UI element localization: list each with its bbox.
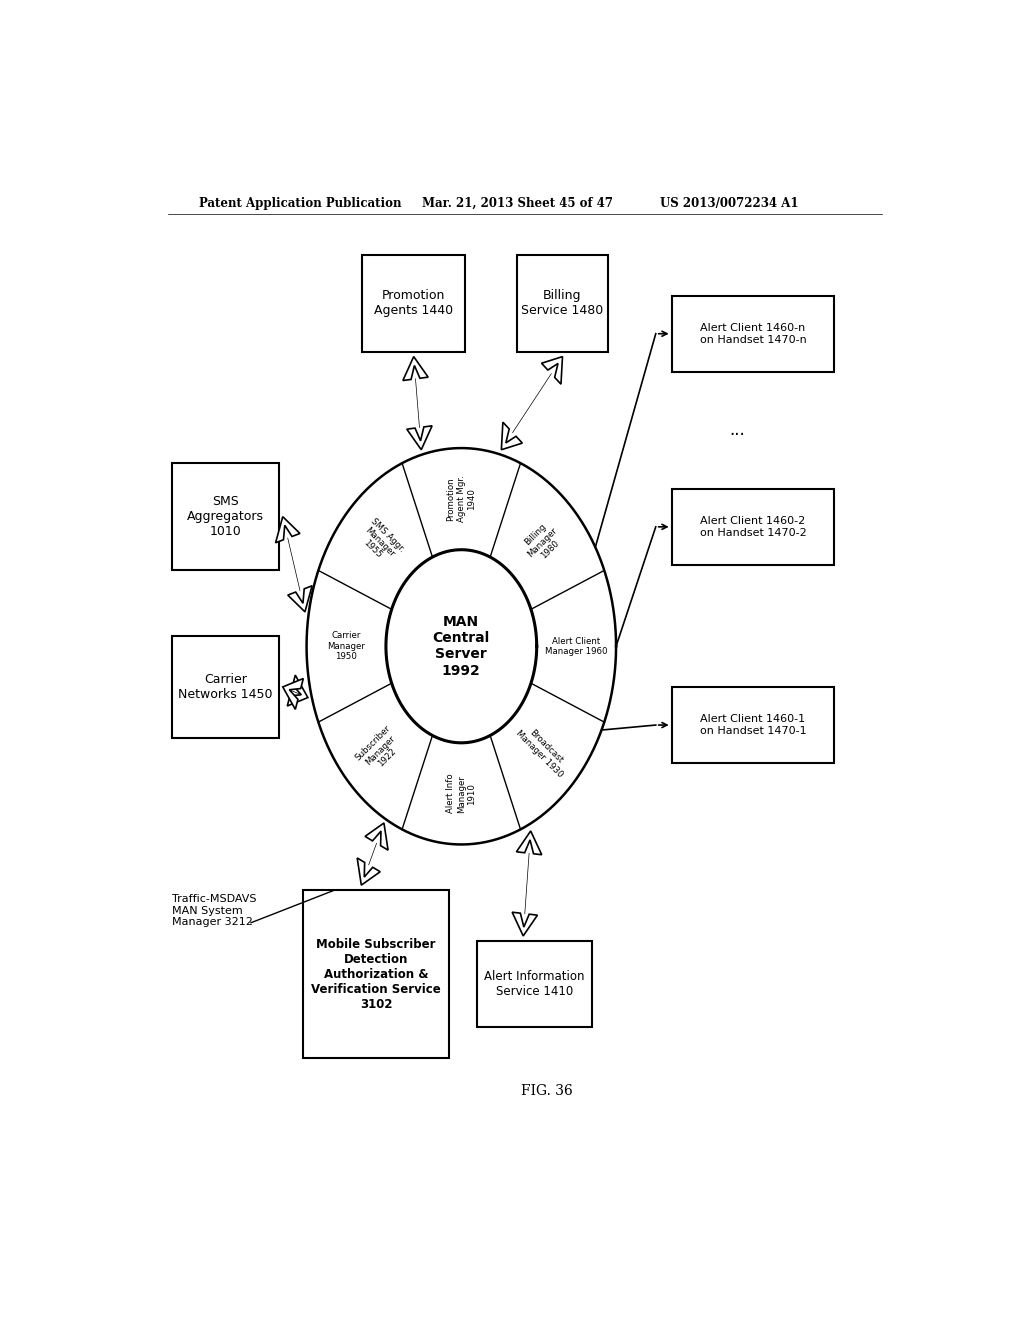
Text: Alert Client 1460-n
on Handset 1470-n: Alert Client 1460-n on Handset 1470-n <box>699 323 806 345</box>
Bar <box>672 296 835 372</box>
Polygon shape <box>357 858 380 886</box>
Text: Promotion
Agent Mgr.
1940: Promotion Agent Mgr. 1940 <box>446 475 476 523</box>
Text: Billing
Manager
1980: Billing Manager 1980 <box>519 519 566 566</box>
Polygon shape <box>402 356 428 380</box>
Polygon shape <box>288 586 312 612</box>
Text: Alert Info
Manager
1910: Alert Info Manager 1910 <box>446 774 476 813</box>
Text: Billing
Service 1480: Billing Service 1480 <box>521 289 603 317</box>
Text: US 2013/0072234 A1: US 2013/0072234 A1 <box>659 197 799 210</box>
Text: ...: ... <box>729 421 745 440</box>
Text: Patent Application Publication: Patent Application Publication <box>200 197 402 210</box>
Text: MAN
Central
Server
1992: MAN Central Server 1992 <box>433 615 489 677</box>
Bar <box>362 255 465 351</box>
Bar <box>303 890 450 1057</box>
Text: SMS
Aggregators
1010: SMS Aggregators 1010 <box>186 495 264 539</box>
Text: Carrier
Manager
1950: Carrier Manager 1950 <box>328 631 366 661</box>
Polygon shape <box>407 426 432 450</box>
Polygon shape <box>516 832 542 855</box>
Bar <box>517 255 608 351</box>
Text: Alert Information
Service 1410: Alert Information Service 1410 <box>484 970 585 998</box>
Text: Carrier
Networks 1450: Carrier Networks 1450 <box>178 673 272 701</box>
Polygon shape <box>365 822 388 850</box>
Text: Traffic-MSDAVS
MAN System
Manager 3212: Traffic-MSDAVS MAN System Manager 3212 <box>172 894 256 927</box>
Text: Subscriber
Manager
1922: Subscriber Manager 1922 <box>353 723 407 777</box>
Text: Alert Client
Manager 1960: Alert Client Manager 1960 <box>545 636 607 656</box>
Polygon shape <box>502 422 522 450</box>
Text: Broadcast
Manager 1930: Broadcast Manager 1930 <box>514 722 571 779</box>
Bar <box>172 636 279 738</box>
Bar <box>672 488 835 565</box>
Text: FIG. 36: FIG. 36 <box>521 1085 572 1098</box>
Polygon shape <box>288 675 308 706</box>
Bar <box>672 686 835 763</box>
Text: Mobile Subscriber
Detection
Authorization &
Verification Service
3102: Mobile Subscriber Detection Authorizatio… <box>311 937 441 1011</box>
Text: SMS Aggr.
Manager
1955: SMS Aggr. Manager 1955 <box>354 516 406 568</box>
Polygon shape <box>283 678 303 709</box>
Text: Alert Client 1460-1
on Handset 1470-1: Alert Client 1460-1 on Handset 1470-1 <box>699 714 806 735</box>
Polygon shape <box>275 516 300 543</box>
Polygon shape <box>542 356 562 384</box>
Text: Alert Client 1460-2
on Handset 1470-2: Alert Client 1460-2 on Handset 1470-2 <box>699 516 806 537</box>
Bar <box>172 463 279 570</box>
Text: Mar. 21, 2013 Sheet 45 of 47: Mar. 21, 2013 Sheet 45 of 47 <box>422 197 612 210</box>
Text: Promotion
Agents 1440: Promotion Agents 1440 <box>374 289 454 317</box>
Polygon shape <box>512 912 538 936</box>
Bar <box>477 941 592 1027</box>
